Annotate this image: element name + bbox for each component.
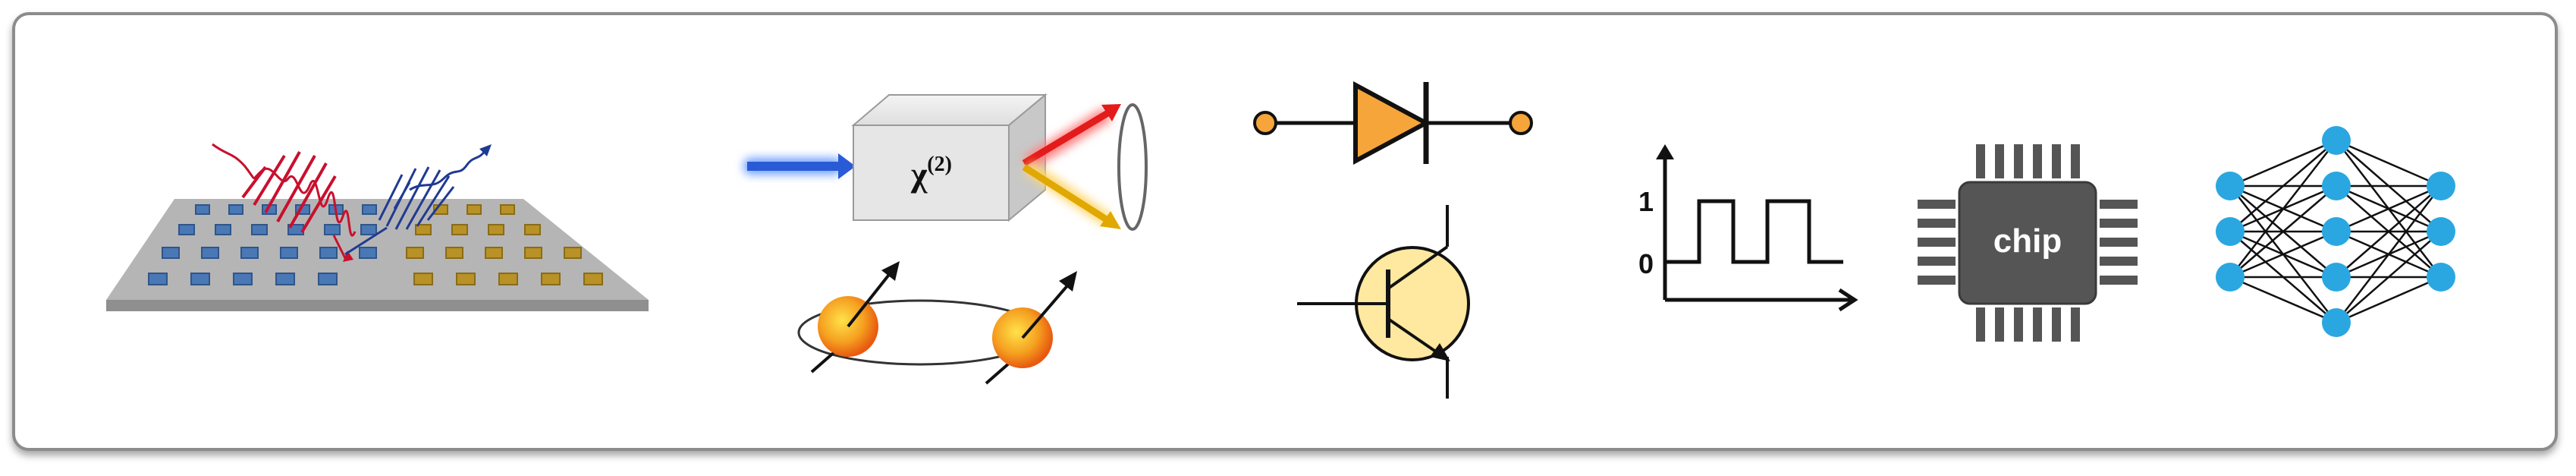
network-edge (2336, 185, 2442, 278)
diode-terminal-right (1509, 111, 1533, 135)
network-edge (2229, 139, 2337, 188)
chip-pins (1918, 144, 2138, 342)
network-edge (2229, 230, 2337, 279)
red-output-beam (1022, 109, 1111, 166)
red-incoming-pulse (212, 143, 357, 262)
square-wave-signal-icon: 1 0 (1638, 144, 1858, 312)
network-edge (2336, 139, 2442, 188)
chi-symbol: χ (910, 155, 928, 194)
bjt-transistor-icon (1297, 205, 1470, 399)
network-edge (2336, 231, 2442, 323)
neuron-node (2322, 308, 2351, 337)
network-edge (2336, 276, 2442, 324)
neuron-node (2427, 263, 2455, 292)
signal-label-high: 1 (1638, 186, 1654, 217)
chi-order: (2) (927, 153, 952, 176)
neuron-node (2322, 217, 2351, 246)
gold-nano-tiles (406, 204, 603, 285)
blue-nano-tiles (148, 204, 377, 285)
svg-text:χ(2): χ(2) (910, 153, 952, 194)
network-edge (2336, 185, 2442, 323)
neuron-node (2427, 217, 2455, 246)
yellow-output-beam (1022, 164, 1110, 223)
neural-network-icon (2216, 126, 2455, 337)
neuron-node (2322, 263, 2351, 292)
network-neurons (2216, 126, 2455, 337)
chip-body (1958, 181, 2097, 305)
neuron-node (2216, 217, 2245, 246)
diode-symbol-icon (1253, 80, 1533, 165)
diode-triangle (1353, 80, 1431, 165)
signal-label-low: 0 (1638, 248, 1654, 279)
blue-outgoing-pulse (344, 144, 492, 256)
metasurface-plate-front (106, 300, 649, 311)
metasurface-with-light-pulses-icon (106, 143, 649, 311)
chip-label: chip (1993, 222, 2062, 260)
signal-waveform (1665, 199, 1843, 264)
crystal-box-front (853, 125, 1010, 221)
chip-icon: chip (1918, 144, 2138, 342)
network-edge (2229, 276, 2337, 324)
neuron-node (2427, 172, 2455, 200)
network-edge (2229, 185, 2337, 278)
network-edge (2336, 184, 2442, 233)
network-edges (2229, 139, 2442, 324)
neuron-node (2216, 263, 2245, 292)
coupled-spins-icon (797, 261, 1077, 385)
neuron-node (2322, 172, 2351, 200)
network-edge (2229, 140, 2337, 232)
neuron-node (2322, 126, 2351, 155)
diode-terminal-left (1253, 111, 1277, 135)
network-edge (2229, 140, 2337, 278)
detector-ring (1117, 103, 1148, 231)
nonlinear-crystal-icon: χ(2) (743, 93, 1148, 231)
neuron-node (2216, 172, 2245, 200)
